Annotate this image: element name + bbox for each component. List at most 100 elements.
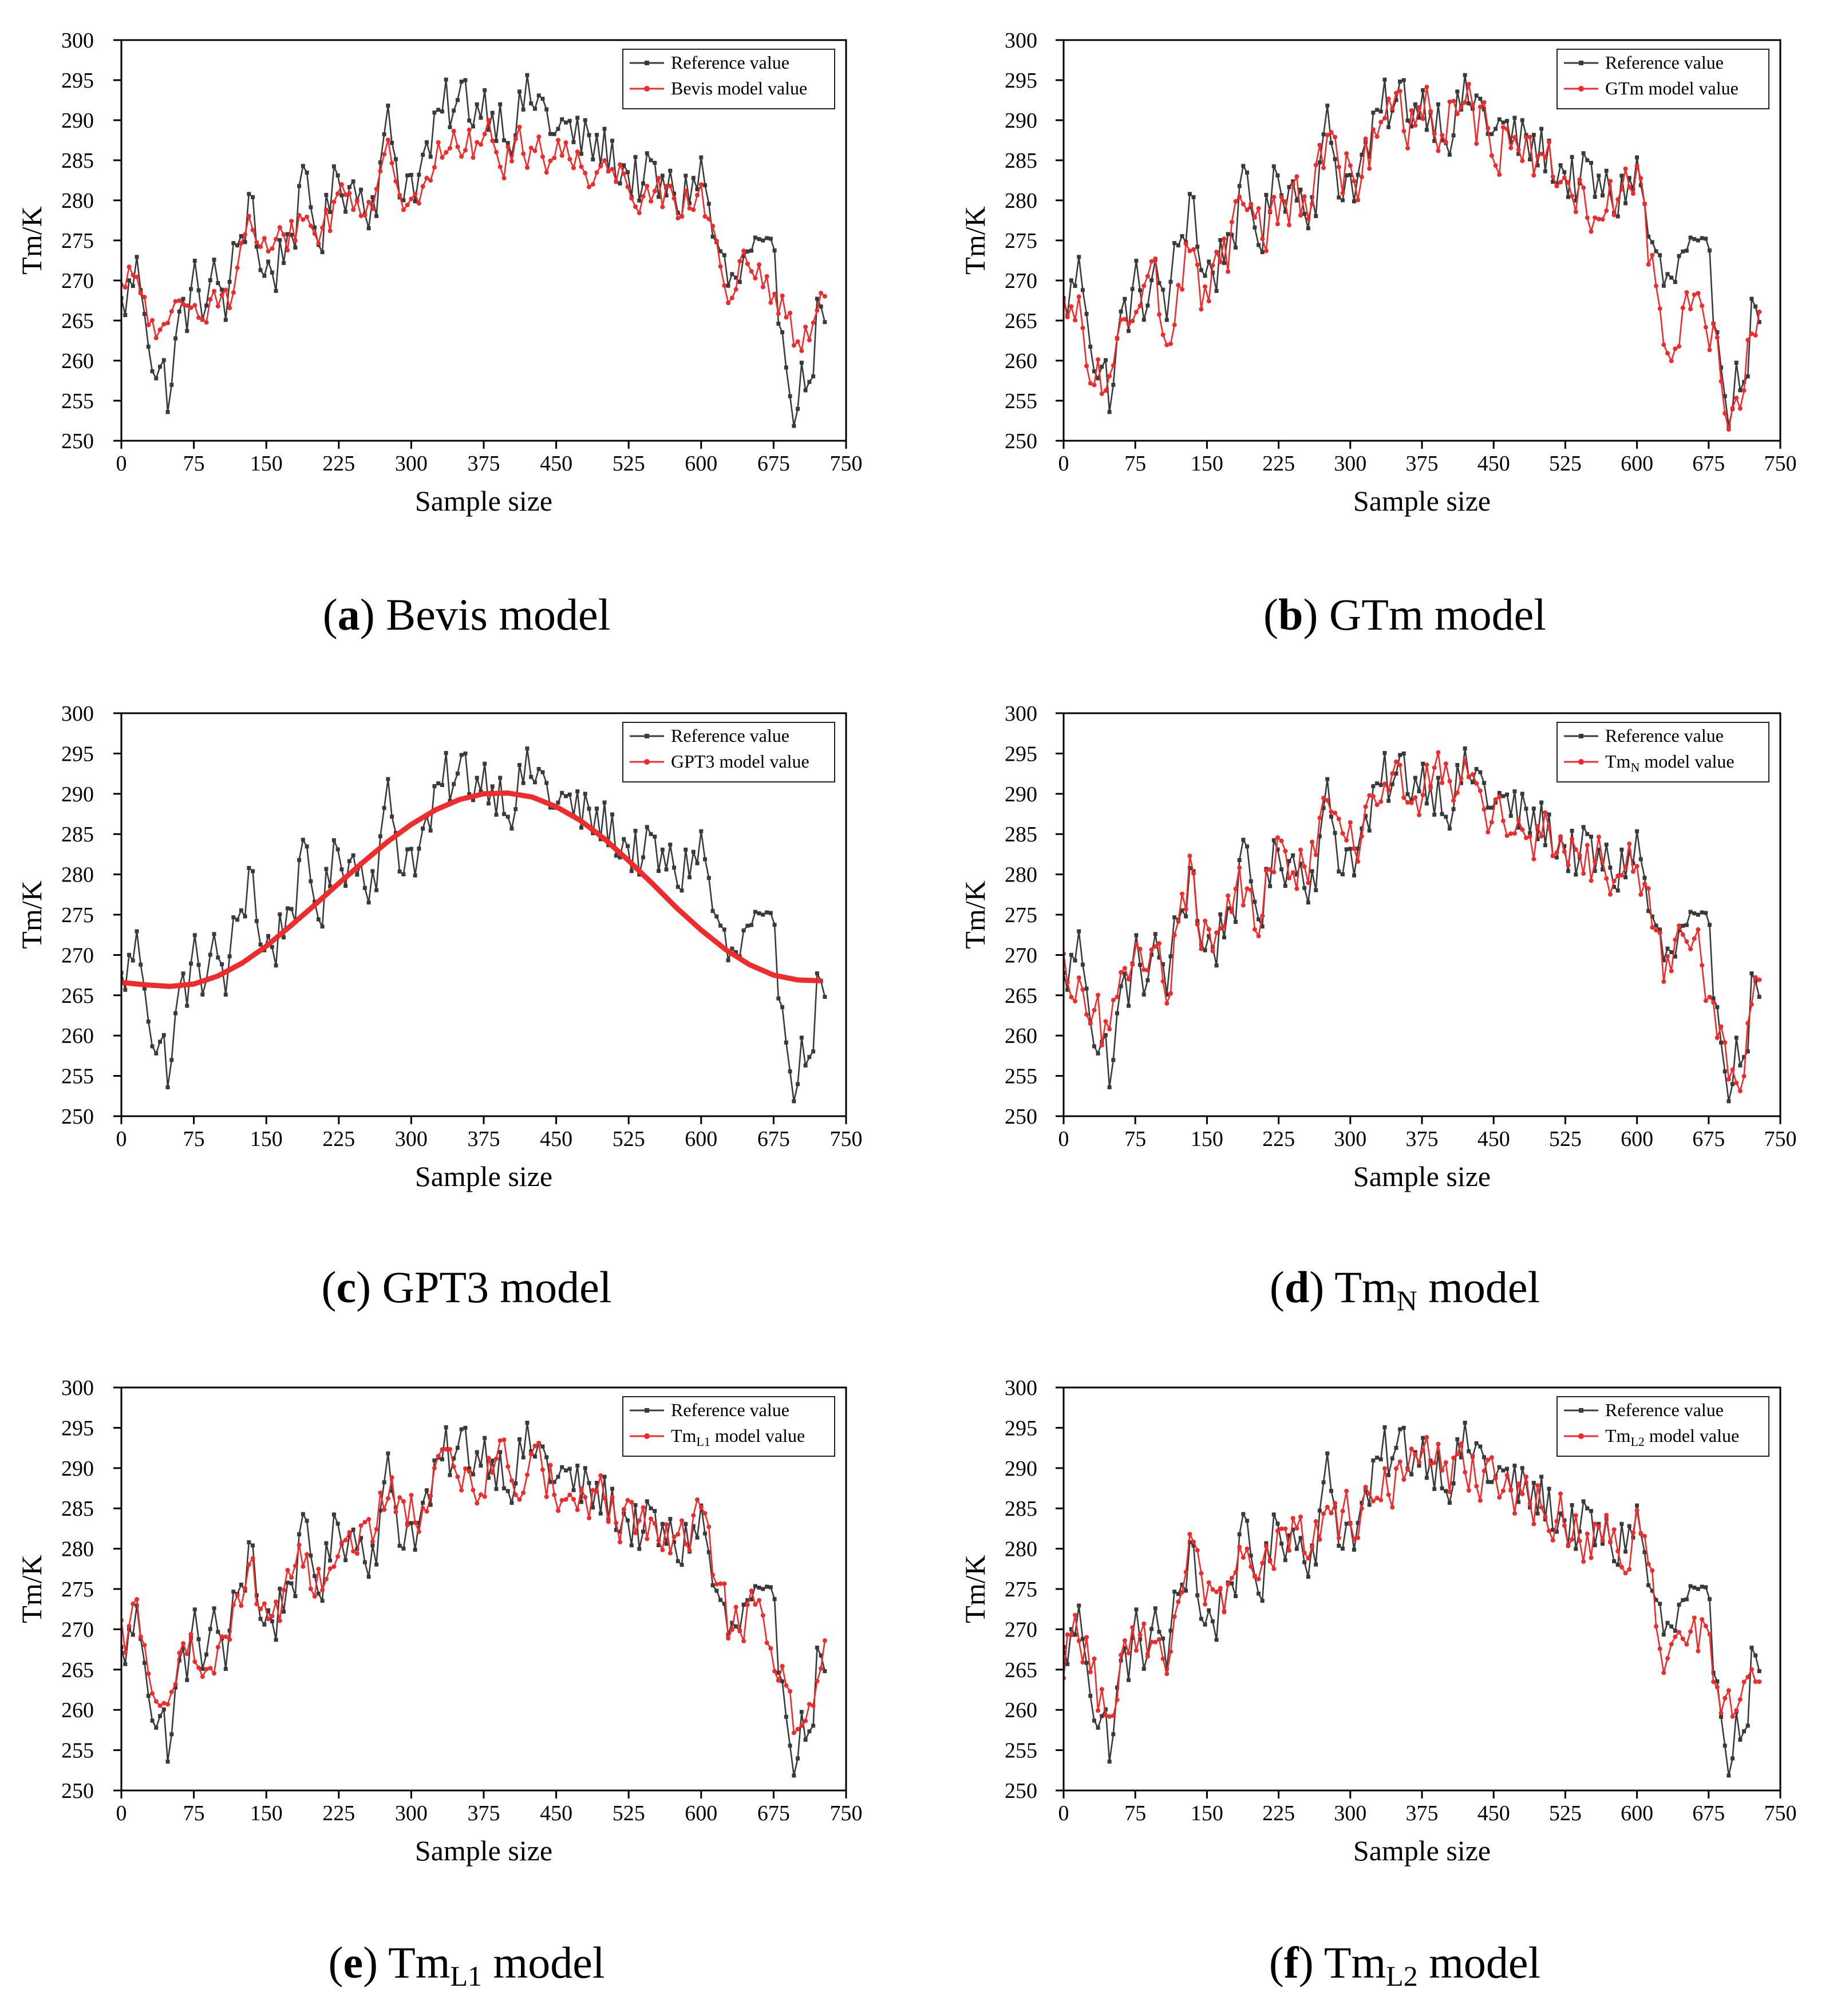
model-point [1286,876,1291,881]
y-tick-label: 280 [61,189,94,213]
model-point [1677,923,1682,928]
model-point [571,165,576,171]
model-point [1440,1468,1445,1473]
reference-point [1077,255,1081,259]
reference-point [1199,268,1203,272]
reference-point [483,1436,487,1440]
model-point [1749,331,1754,337]
reference-point [1249,879,1253,884]
reference-point [641,181,646,185]
model-point [1126,977,1131,982]
model-point [1535,1483,1540,1488]
model-point [181,1641,186,1646]
model-point [1374,134,1380,139]
reference-point [366,900,371,905]
model-point [343,1537,348,1543]
model-point [683,1541,688,1547]
model-point [521,1490,526,1495]
model-line [1064,83,1760,430]
model-point [1627,841,1632,847]
reference-point [123,313,128,317]
reference-point [1180,1582,1184,1587]
model-point [1646,262,1651,267]
reference-point [436,108,441,112]
reference-point [1749,1646,1754,1650]
model-point [1547,825,1552,831]
reference-point [629,869,634,873]
model-point [1600,1537,1605,1543]
model-point [1570,193,1575,199]
legend-model-marker [1578,1433,1584,1439]
model-point [366,199,372,204]
x-tick-label: 525 [1549,1801,1582,1825]
reference-point [1432,139,1437,143]
series-model [1064,1434,1762,1719]
reference-point [1245,844,1250,849]
model-point [254,240,259,245]
model-point [467,127,472,132]
y-tick-label: 285 [1005,1497,1037,1521]
reference-point [301,164,305,168]
reference-point [1585,158,1590,163]
reference-point [374,1562,379,1567]
y-axis-label: Tm/K [959,880,991,948]
reference-point [483,761,487,766]
model-point [1370,127,1376,132]
model-point [807,338,812,343]
reference-point [1688,1584,1693,1588]
reference-point [1306,226,1310,231]
reference-point [1593,869,1597,873]
reference-point [807,1055,812,1060]
model-point [378,1490,383,1495]
model-point [413,1520,418,1525]
model-point [297,1543,302,1548]
reference-point [1233,246,1238,250]
model-point [208,1666,213,1671]
reference-point [1627,176,1631,180]
model-point [795,1726,800,1732]
model-point [1160,1656,1166,1661]
model-point [509,1478,514,1483]
reference-point [1719,1040,1724,1045]
model-point [780,293,785,298]
reference-point [393,157,398,161]
reference-point [1719,1714,1724,1719]
model-point [1088,1021,1093,1026]
model-point [1730,405,1735,410]
reference-point [618,855,622,860]
model-point [764,1640,769,1645]
reference-point [664,193,669,197]
legend-reference-label: Reference value [1605,725,1724,746]
model-point [447,146,452,151]
reference-point [397,1544,402,1548]
model-point [1489,820,1494,825]
model-point [1420,1448,1425,1453]
reference-point [1615,214,1620,219]
model-point [1646,886,1651,891]
model-point [1203,918,1208,923]
reference-point [1352,873,1356,877]
x-tick-label: 225 [1262,1801,1295,1825]
reference-point [1531,1481,1536,1485]
reference-point [1447,152,1452,157]
model-point [327,228,333,234]
reference-point [1482,781,1487,785]
model-point [1321,1511,1326,1516]
reference-point [1478,96,1483,101]
model-point [1111,1713,1116,1718]
reference-point [475,102,479,106]
model-point [1222,1610,1227,1615]
model-point [1604,1513,1609,1518]
reference-point [567,1466,572,1471]
y-tick-label: 290 [61,782,94,807]
reference-point [452,1456,456,1461]
model-point [714,1582,719,1587]
model-point [200,317,205,322]
y-tick-label: 295 [61,69,94,93]
model-point [397,192,402,197]
reference-point [324,867,329,871]
reference-point [629,1543,634,1548]
model-point [1240,903,1246,908]
reference-point [1138,288,1143,292]
